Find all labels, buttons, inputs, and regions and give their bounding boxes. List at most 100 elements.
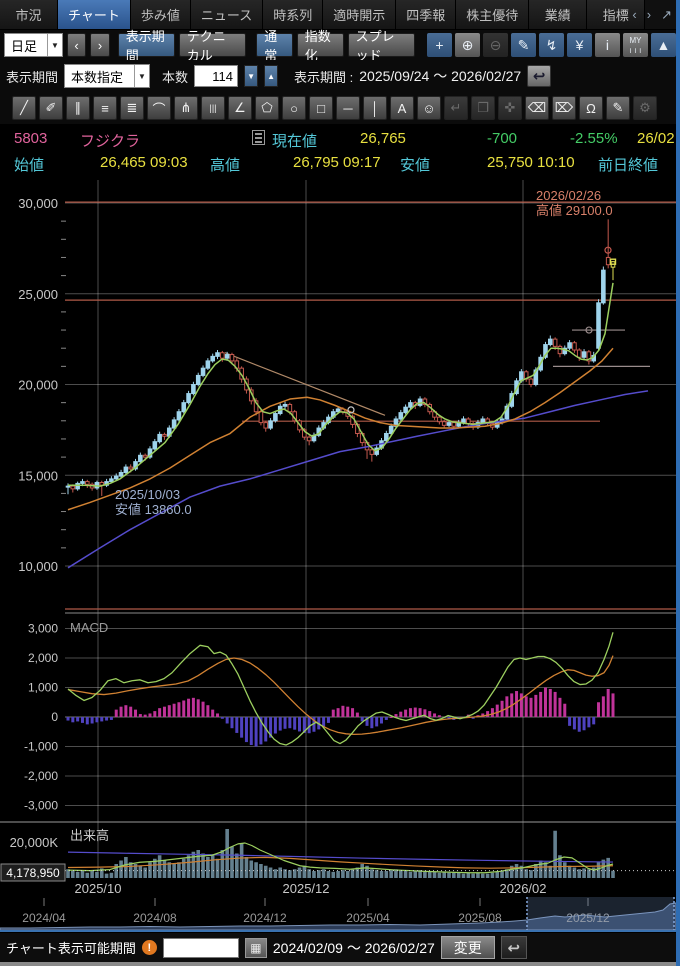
svg-text:2,000: 2,000 xyxy=(28,651,58,665)
interval-select[interactable]: 日足 ▼ xyxy=(4,33,63,57)
crayon-line-tool[interactable]: ✐ xyxy=(39,96,63,120)
technical-button[interactable]: テクニカル xyxy=(178,29,247,63)
svg-text:2025/10/03: 2025/10/03 xyxy=(115,487,180,502)
icon-stamp-tool[interactable]: ☺ xyxy=(417,96,441,120)
change-range-button[interactable]: 変更 xyxy=(440,936,495,959)
tab-4[interactable]: 時系列 xyxy=(263,0,324,29)
main-toolbar: 日足 ▼ ‹ › 表示期間 テクニカル 通常 指数化 スプレッド + ⊕ ⊖ ✎ ↯ ¥ i… xyxy=(0,29,680,63)
range-label: 表示期間 : xyxy=(294,69,354,85)
interval-select-value: 日足 xyxy=(11,38,38,54)
svg-text:2024/08: 2024/08 xyxy=(133,911,177,925)
tab-9[interactable]: 指標 xyxy=(587,0,646,29)
tab-scroll-right-icon[interactable]: › xyxy=(646,7,652,22)
chevron-down-icon: ▼ xyxy=(46,34,62,56)
tab-8[interactable]: 業績 xyxy=(529,0,588,29)
tab-0[interactable]: 市況 xyxy=(0,0,58,29)
current-price: 26,765 xyxy=(360,130,406,147)
reset-period-button[interactable]: ↩ xyxy=(527,65,552,87)
horizontal-lines4-tool[interactable]: ≣ xyxy=(120,96,144,120)
calendar-icon[interactable]: ▦ xyxy=(244,937,267,958)
rectangle-tool[interactable]: □ xyxy=(309,96,333,120)
parallel-lines-tool[interactable]: ∥ xyxy=(66,96,90,120)
range-bar-label: チャート表示可能期間 xyxy=(6,941,136,956)
speed-lines-tool[interactable]: ∠ xyxy=(228,96,252,120)
move-hand-tool: ✜ xyxy=(498,96,522,120)
tab-bar: 市況 チャート 歩み値 ニュース 時系列 適時開示 四季報 株主優待 業績 指標 ‹ › ↗ xyxy=(0,0,680,30)
svg-text:2025/12: 2025/12 xyxy=(566,911,610,925)
next-button[interactable]: › xyxy=(90,33,110,57)
indexed-mode-button[interactable]: 指数化 xyxy=(296,29,344,63)
drawing-toolbar: ╱ ✐ ∥ ≡ ≣ ⌒ ⋔ ||| ∠ ⬠ ○ □ ─ │ A ☺ ↵ ❐ ✜ ⌫ ⌦ Ω ✎ ⚙ xyxy=(0,92,680,124)
svg-text:2024/04: 2024/04 xyxy=(22,911,66,925)
bar-count-input[interactable] xyxy=(194,65,239,87)
tab-scroll-left-icon[interactable]: ‹ xyxy=(632,7,637,22)
eraser-tool[interactable]: ⌫ xyxy=(525,96,549,120)
display-period-button[interactable]: 表示期間 xyxy=(117,29,175,63)
count-up-icon[interactable]: ▲ xyxy=(264,65,279,87)
tab-7[interactable]: 株主優待 xyxy=(456,0,530,29)
tab-1[interactable]: チャート xyxy=(58,0,131,29)
svg-text:25,000: 25,000 xyxy=(18,287,58,302)
vertical-line-tool[interactable]: │ xyxy=(363,96,387,120)
svg-text:2025/04: 2025/04 xyxy=(346,911,390,925)
svg-text:MACD: MACD xyxy=(70,620,108,635)
edit-lock-tool[interactable]: ✎ xyxy=(606,96,630,120)
svg-text:2026/02: 2026/02 xyxy=(500,881,547,896)
range-date-input[interactable] xyxy=(162,937,239,958)
tab-5[interactable]: 適時開示 xyxy=(323,0,397,29)
chart-area[interactable]: 30,000 25,000 20,000 15,000 10,000 2026/02/26… xyxy=(0,176,680,933)
price-change: -700 xyxy=(487,130,518,147)
trend-pointer-icon[interactable]: ↯ xyxy=(538,33,564,57)
vertical-lines-tool[interactable]: ||| xyxy=(201,96,225,120)
fibonacci-arc-tool[interactable]: ⌒ xyxy=(147,96,171,120)
stock-name: フジクラ xyxy=(80,133,141,150)
crosshair-icon[interactable]: + xyxy=(426,33,452,57)
yen-icon[interactable]: ¥ xyxy=(566,33,592,57)
prev-close-label: 前日終値 xyxy=(598,157,659,174)
svg-text:2025/08: 2025/08 xyxy=(458,911,502,925)
area-chart-icon[interactable]: ▲ xyxy=(650,33,676,57)
warning-icon: ! xyxy=(141,940,157,955)
tab-6[interactable]: 四季報 xyxy=(396,0,457,29)
svg-text:0: 0 xyxy=(51,710,58,724)
zoom-in-icon[interactable]: ⊕ xyxy=(454,33,480,57)
window-right-edge xyxy=(676,0,680,966)
board-icon[interactable] xyxy=(252,130,265,145)
chart-range-bar: チャート表示可能期間 ! ▦ 2024/02/09 ～ 2026/02/27 変… xyxy=(0,933,680,962)
my-chart-icon[interactable]: MY ╷╷╷ xyxy=(622,33,648,57)
low-label: 安値 xyxy=(400,157,431,174)
ellipse-tool[interactable]: ○ xyxy=(282,96,306,120)
pentagon-tool[interactable]: ⬠ xyxy=(255,96,279,120)
period-mode-select[interactable]: 本数指定 ▼ xyxy=(64,64,151,88)
horizontal-line-tool[interactable]: ─ xyxy=(336,96,360,120)
expand-window-icon[interactable]: ↗ xyxy=(661,6,672,22)
reset-range-button[interactable]: ↩ xyxy=(500,936,527,959)
magnet-tool[interactable]: Ω xyxy=(579,96,603,120)
svg-text:4,178,950: 4,178,950 xyxy=(6,866,60,880)
draw-pencil-icon[interactable]: ✎ xyxy=(510,33,536,57)
copy-object-tool: ❐ xyxy=(471,96,495,120)
count-down-icon[interactable]: ▼ xyxy=(244,65,259,87)
tab-3[interactable]: ニュース xyxy=(190,0,264,29)
visible-range: 2025/09/24 ～ 2026/02/27 xyxy=(359,68,522,84)
settings-gear-icon: ⚙ xyxy=(633,96,657,120)
tab-2[interactable]: 歩み値 xyxy=(130,0,191,29)
horizontal-lines3-tool[interactable]: ≡ xyxy=(93,96,117,120)
low-value: 25,750 10:10 xyxy=(487,154,575,171)
stock-code: 5803 xyxy=(14,130,48,147)
svg-text:3,000: 3,000 xyxy=(28,622,58,636)
quote-panel: 5803 フジクラ 現在値 26,765 -700 -2.55% 26/02 始… xyxy=(0,124,680,176)
period-label: 表示期間 xyxy=(6,69,59,85)
eraser-all-tool[interactable]: ⌦ xyxy=(552,96,576,120)
period-mode-value: 本数指定 xyxy=(71,69,124,85)
fan-lines-tool[interactable]: ⋔ xyxy=(174,96,198,120)
trend-line-tool[interactable]: ╱ xyxy=(12,96,36,120)
open-label: 始値 xyxy=(14,157,45,174)
prev-button[interactable]: ‹ xyxy=(66,33,87,57)
anchor-note-tool: ↵ xyxy=(444,96,468,120)
text-tool[interactable]: A xyxy=(390,96,414,120)
spread-mode-button[interactable]: スプレッド xyxy=(347,29,415,63)
price-chart-svg[interactable]: 30,000 25,000 20,000 15,000 10,000 2026/02/26… xyxy=(0,176,680,933)
normal-mode-button[interactable]: 通常 xyxy=(256,29,293,63)
info-icon[interactable]: i xyxy=(594,33,620,57)
